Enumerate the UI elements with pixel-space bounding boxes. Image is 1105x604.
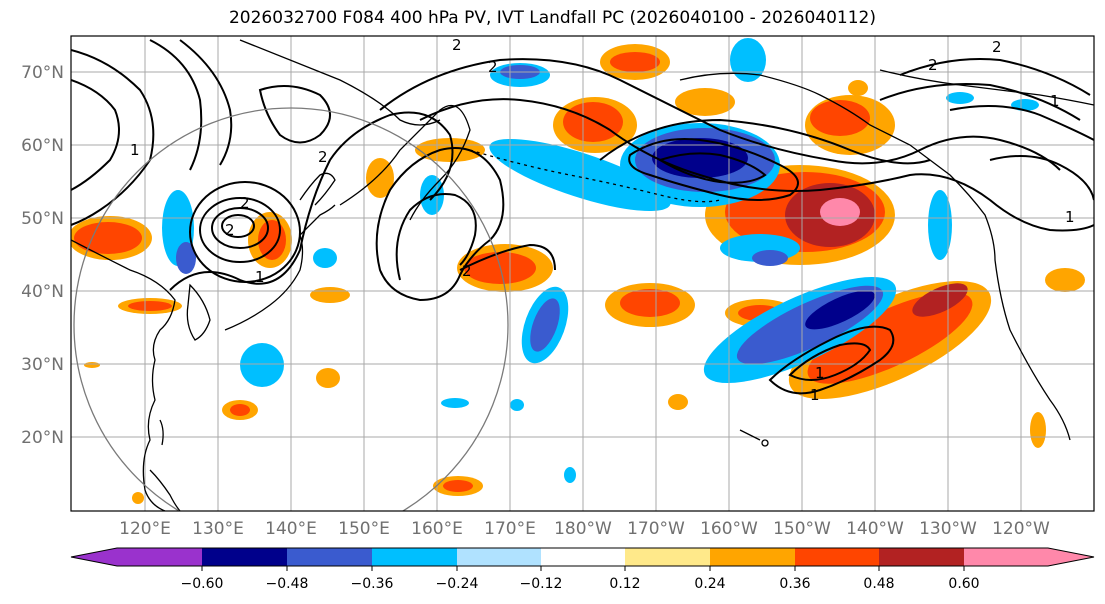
colorbar-tick-label: −0.36 — [351, 576, 394, 592]
colorbar-segment — [287, 548, 372, 566]
colorbar-extend-low — [71, 548, 117, 566]
colorbar-outline — [70, 547, 1095, 567]
lat-label: 20°N — [21, 428, 64, 448]
colorbar-segment — [372, 548, 457, 566]
colorbar-segment — [541, 548, 625, 566]
lon-label: 120°E — [119, 519, 171, 539]
lon-label: 120°W — [992, 519, 1050, 539]
colorbar-segment — [964, 548, 1048, 566]
colorbar-segment — [795, 548, 879, 566]
colorbar-tick-label: 0.48 — [863, 576, 894, 592]
colorbar-tick-label: −0.12 — [520, 576, 563, 592]
contour-label: 1 — [130, 141, 140, 159]
lon-label: 130°E — [192, 519, 244, 539]
contour-label: 1 — [1065, 208, 1075, 226]
lon-label: 160°E — [411, 519, 463, 539]
colorbar-tick-label: 0.24 — [694, 576, 725, 592]
lon-label: 170°E — [484, 519, 536, 539]
contour-label: 2 — [462, 262, 472, 280]
distance-circle — [73, 107, 509, 511]
colorbar-tick-label: 0.60 — [948, 576, 979, 592]
pv-contours — [71, 39, 1094, 395]
contour-label: 2 — [240, 194, 250, 212]
colorbar-tick-label: −0.60 — [181, 576, 224, 592]
graticule — [71, 36, 1094, 511]
colorbar-segment — [710, 548, 795, 566]
colorbar: −0.60 −0.48 −0.36 −0.24 −0.12 0.12 0.24 … — [70, 547, 1095, 592]
colorbar-tick-label: 0.12 — [609, 576, 640, 592]
longitude-labels: 120°E 130°E 140°E 150°E 160°E 170°E 180°… — [119, 519, 1050, 539]
lat-label: 30°N — [21, 355, 64, 375]
colorbar-segment — [879, 548, 964, 566]
contour-label: 1 — [1050, 92, 1060, 110]
contour-label: 1 — [815, 364, 825, 382]
lon-label: 160°W — [700, 519, 758, 539]
lon-label: 150°E — [338, 519, 390, 539]
map-title: 2026032700 F084 400 hPa PV, IVT Landfall… — [228, 8, 876, 28]
latitude-labels: 70°N 60°N 50°N 40°N 30°N 20°N — [21, 63, 64, 448]
lon-label: 130°W — [919, 519, 977, 539]
lat-label: 50°N — [21, 209, 64, 229]
colorbar-tick-label: 0.36 — [779, 576, 810, 592]
map-content: 2 2 2 2 2 2 2 1 1 1 1 1 2 1 — [71, 36, 1094, 511]
lat-label: 40°N — [21, 282, 64, 302]
lon-label: 150°W — [773, 519, 831, 539]
contour-label: 1 — [255, 268, 265, 286]
contour-label: 2 — [452, 36, 462, 54]
contour-label: 2 — [928, 56, 938, 74]
colorbar-segment — [625, 548, 710, 566]
colorbar-extend-high — [1048, 548, 1094, 566]
contour-label: 2 — [225, 221, 235, 239]
colorbar-segment — [457, 548, 541, 566]
contour-label: 2 — [318, 148, 328, 166]
colorbar-tick-label: −0.48 — [266, 576, 309, 592]
contour-label: 1 — [810, 386, 820, 404]
colorbar-tick-label: −0.24 — [436, 576, 479, 592]
lon-label: 180°W — [554, 519, 612, 539]
coastlines — [71, 39, 1094, 511]
lat-label: 70°N — [21, 63, 64, 83]
lon-label: 170°W — [627, 519, 685, 539]
lon-label: 140°E — [265, 519, 317, 539]
colorbar-segment — [202, 548, 287, 566]
colorbar-segment — [117, 548, 202, 566]
lat-label: 60°N — [21, 136, 64, 156]
contour-label: 2 — [992, 38, 1002, 56]
contour-label: 2 — [488, 58, 498, 76]
map-frame — [70, 35, 1095, 512]
contour-labels: 2 2 2 2 2 2 2 1 1 1 1 1 2 1 — [130, 36, 1075, 404]
lon-label: 140°W — [846, 519, 904, 539]
